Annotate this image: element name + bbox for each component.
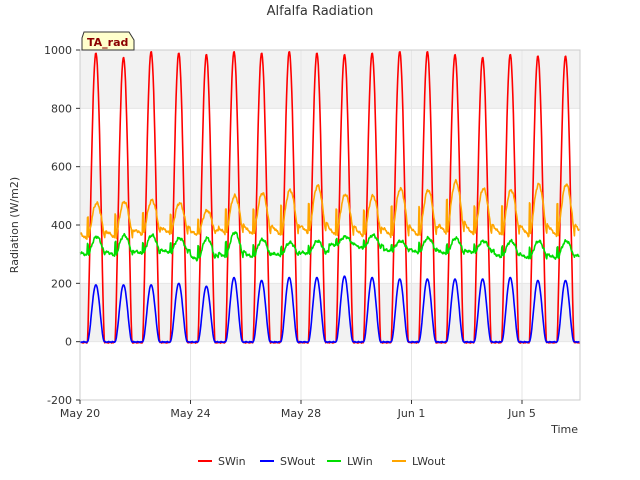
y-axis: -200 0 200 400 600 800 1000 (44, 44, 80, 407)
y-axis-title: Radiation (W/m2) (8, 177, 21, 273)
x-axis-title: Time (550, 423, 578, 436)
y-tick-label: 600 (51, 161, 72, 174)
y-tick-label: 400 (51, 219, 72, 232)
chart-title: Alfalfa Radiation (267, 4, 374, 19)
y-tick-label: 0 (65, 336, 72, 349)
y-tick-label: -200 (47, 394, 72, 407)
x-tick-label: Jun 5 (507, 407, 536, 420)
background-band (80, 341, 580, 400)
y-tick-label: 200 (51, 277, 72, 290)
x-tick-label: Jun 1 (397, 407, 426, 420)
y-tick-label: 1000 (44, 44, 72, 57)
series-line-lwin (79, 231, 580, 262)
legend-label-swin: SWin (218, 455, 246, 468)
series-layer (79, 50, 581, 344)
legend-label-swout: SWout (280, 455, 316, 468)
background-bands (80, 50, 580, 400)
x-tick-label: May 28 (281, 407, 321, 420)
background-band (80, 166, 580, 225)
background-band (80, 108, 580, 167)
background-band (80, 225, 580, 284)
x-tick-label: May 20 (60, 407, 100, 420)
y-tick-label: 800 (51, 102, 72, 115)
legend-label-lwin: LWin (347, 455, 373, 468)
badge-box (81, 31, 135, 51)
x-tick-label: May 24 (170, 407, 210, 420)
station-badge: TA_rad (81, 31, 135, 51)
legend-label-lwout: LWout (412, 455, 446, 468)
badge-label: TA_rad (87, 36, 128, 49)
background-band (80, 50, 580, 109)
legend: SWin SWout LWin LWout (198, 455, 446, 468)
background-band (80, 283, 580, 342)
x-axis: May 20 May 24 May 28 Jun 1 Jun 5 (60, 400, 536, 420)
series-line-lwout (79, 178, 581, 240)
series-line-swout (79, 275, 581, 344)
